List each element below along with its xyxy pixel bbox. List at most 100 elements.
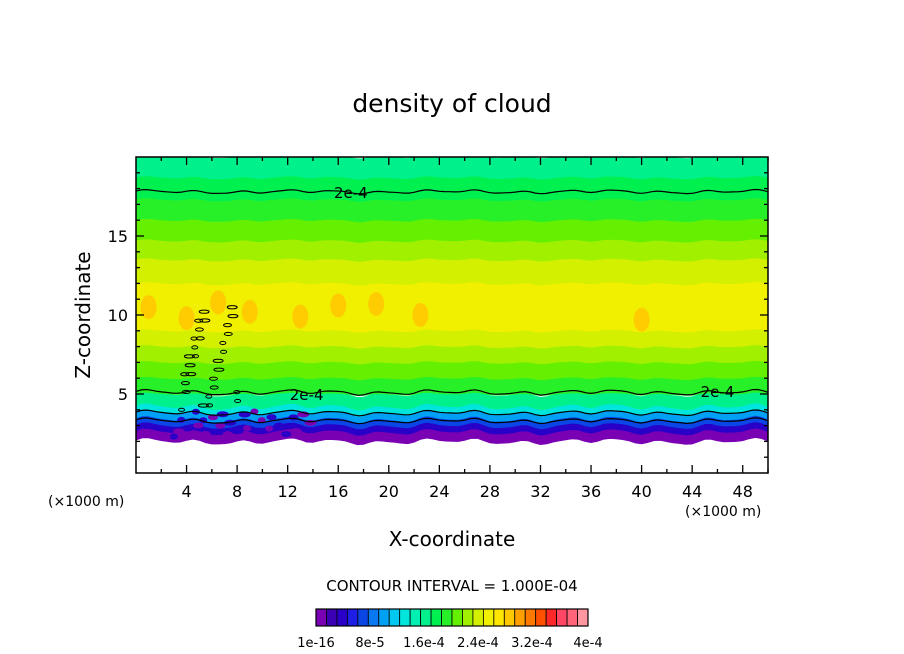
contour-loop-17: [198, 309, 210, 314]
colorbar-swatch-9: [409, 608, 422, 627]
contour-loop-20: [212, 358, 224, 363]
colorbar-swatch-14: [462, 608, 474, 627]
blue-patch-16: [281, 431, 292, 438]
y-tick-label: 5: [118, 385, 128, 404]
band-0: [136, 437, 768, 473]
colorbar-swatch-11: [430, 608, 442, 627]
x-tick-label: 20: [379, 482, 399, 501]
contour-loop-5: [199, 318, 211, 323]
orange-patch-6: [368, 291, 385, 316]
chart-title: density of cloud: [352, 89, 551, 118]
colorbar-tick-labels: 1e-16 8e-5 1.6e-4 2.4e-4 3.2e-4 4e-4: [297, 636, 602, 651]
x-tick-label: 32: [530, 482, 550, 501]
x-unit-right: (×1000 m): [685, 504, 761, 520]
colorbar-swatch-24: [566, 608, 578, 627]
contour-0: [136, 188, 768, 195]
band-12: [136, 257, 768, 286]
colorbar-tick-label: 3.2e-4: [511, 636, 553, 651]
orange-patch-7: [412, 303, 429, 327]
band-15: [136, 197, 768, 223]
contour-loop-26: [183, 354, 195, 359]
x-tick-label: 16: [328, 482, 348, 501]
blue-patch-1: [193, 422, 204, 429]
x-tick-label: 24: [429, 482, 449, 501]
contour-1: [136, 388, 768, 396]
orange-patch-5: [330, 293, 347, 318]
x-tick-label: 12: [278, 482, 298, 501]
colorbar-swatch-16: [482, 608, 495, 627]
contour-loop-28: [194, 318, 204, 323]
contour-loop-8: [213, 367, 225, 372]
contour-loop-29: [197, 403, 209, 408]
band-14: [136, 218, 768, 243]
contour-loop-15: [191, 345, 199, 350]
colorbar-swatch-3: [346, 608, 359, 627]
colorbar-frame: [315, 608, 589, 627]
colorbar-swatch-7: [388, 608, 401, 627]
blue-patch-4: [266, 414, 277, 421]
contour-loop-27: [190, 336, 198, 341]
blue-patch-20: [238, 411, 251, 418]
colorbar-swatch-6: [378, 608, 390, 627]
colorbar-tick-label: 4e-4: [573, 636, 602, 651]
orange-patch-0: [140, 295, 157, 320]
blue-patch-22: [288, 414, 299, 421]
colorbar-swatch-0: [315, 608, 327, 627]
contour-loop-13: [180, 380, 190, 386]
y-tick-label: 15: [108, 227, 128, 246]
contour-loop-7: [209, 385, 219, 390]
contour-loop-6: [206, 403, 214, 408]
x-tick-label: 48: [733, 482, 753, 501]
contour-loop-24: [233, 390, 241, 395]
contour-loop-23: [226, 305, 238, 310]
band-13: [136, 238, 768, 262]
colorbar-swatch-13: [451, 608, 463, 627]
band-10: [136, 328, 768, 349]
x-axis-ticks: 4 8 12 16 20 24 28 32 36 40 44 48: [160, 157, 769, 501]
colorbar-swatch-19: [514, 608, 526, 627]
blue-patch-21: [265, 425, 274, 432]
y-axis-label: Z-coordinate: [71, 251, 95, 378]
contour-labels: 2e-4 2e-4 2e-4: [290, 184, 735, 404]
y-axis-ticks: 5 10 15: [108, 172, 768, 458]
blue-patch-0: [169, 433, 178, 440]
y-tick-label: 10: [108, 306, 128, 325]
colorbar-swatch-5: [367, 608, 380, 627]
turbulence-patches: [140, 290, 650, 440]
colorbar-swatch-1: [326, 608, 338, 627]
contour-loop-22: [223, 323, 233, 328]
orange-patch-3: [241, 299, 258, 324]
colorbar-swatch-18: [503, 608, 516, 627]
contour-label-0: 2e-4: [334, 184, 368, 202]
contour-loop-11: [227, 314, 239, 319]
contour-label-1: 2e-4: [290, 386, 324, 404]
blue-patch-15: [257, 417, 266, 424]
band-6: [136, 389, 768, 411]
blue-patch-7: [200, 430, 211, 437]
blue-patch-23: [172, 428, 185, 435]
blue-patch-10: [273, 422, 284, 429]
colorbar-tick-label: 8e-5: [355, 636, 384, 651]
colorbar-swatch-25: [577, 608, 589, 627]
blue-patch-5: [289, 428, 302, 435]
contour-label-2: 2e-4: [701, 383, 735, 401]
contour-loop-18: [205, 394, 213, 399]
band-16: [136, 175, 768, 202]
colorbar-swatch-20: [524, 608, 537, 627]
colorbar-tick-label: 1e-16: [297, 636, 335, 651]
blue-patch-19: [215, 422, 226, 429]
contour-loop-14: [184, 363, 196, 368]
colorbar-swatch-12: [441, 608, 453, 627]
colorbar-swatch-21: [535, 608, 547, 627]
colorbar-swatch-8: [399, 608, 411, 627]
colorbar-tick-label: 2.4e-4: [457, 636, 499, 651]
x-tick-label: 28: [480, 482, 500, 501]
band-9: [136, 344, 768, 365]
contour-loop-21: [219, 340, 227, 346]
colorbar-swatch-2: [336, 608, 348, 627]
band-17: [136, 157, 768, 180]
contour-loop-9: [220, 349, 228, 354]
orange-patch-2: [210, 290, 227, 315]
x-unit-left: (×1000 m): [48, 494, 124, 510]
contour-loop-10: [223, 331, 233, 337]
